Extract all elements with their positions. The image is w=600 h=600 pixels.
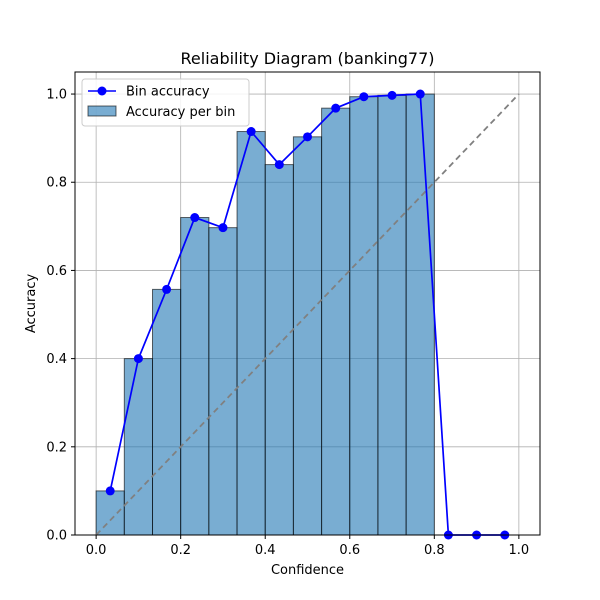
axes <box>74 71 541 536</box>
y-tick-label-5: 1.0 <box>46 88 67 103</box>
bar-3 <box>180 217 210 536</box>
bar-0 <box>95 490 125 536</box>
bin-accuracy-point-4 <box>218 223 228 233</box>
bin-accuracy-point-3 <box>190 213 200 223</box>
legend-bar-swatch <box>87 105 117 117</box>
x-tick-label-5: 1.0 <box>509 543 530 558</box>
bin-accuracy-point-2 <box>162 284 172 294</box>
bar-7 <box>292 136 323 536</box>
y-axis-label: Accuracy <box>24 274 39 334</box>
plot-frame <box>74 71 541 536</box>
bin-accuracy-point-7 <box>303 132 312 142</box>
x-tick-label-3: 0.6 <box>339 543 360 558</box>
x-tick-label-2: 0.4 <box>255 543 276 558</box>
bin-accuracy-point-11 <box>415 89 425 99</box>
y-tick-label-1: 0.2 <box>46 440 67 455</box>
legend-frame <box>81 78 250 127</box>
legend-marker-swatch <box>97 86 107 96</box>
y-tick-label-4: 0.8 <box>46 176 67 191</box>
bin-accuracy-point-1 <box>133 354 143 364</box>
legend: Bin accuracy Accuracy per bin <box>81 78 250 127</box>
bin-accuracy-point-0 <box>105 486 115 496</box>
y-tick-label-0: 0.0 <box>46 529 67 544</box>
bar-9 <box>349 96 379 536</box>
perfect-calibration-line <box>95 93 520 536</box>
chart-title: Reliability Diagram (banking77) <box>181 49 435 68</box>
reference-line <box>95 93 520 536</box>
bar-1 <box>123 358 154 536</box>
legend-label-accuracy-per-bin: Accuracy per bin <box>126 105 235 120</box>
bar-2 <box>152 288 182 536</box>
bar-11 <box>405 93 435 536</box>
y-tick-label-3: 0.6 <box>46 264 67 279</box>
ticks: 0.0 0.2 0.4 0.6 0.8 1.0 0.0 0.2 0.4 0.6 0.8 1.0 <box>46 88 529 558</box>
bar-8 <box>321 107 351 536</box>
x-tick-label-0: 0.0 <box>86 543 107 558</box>
bin-accuracy-point-10 <box>387 90 397 100</box>
bar-6 <box>264 164 294 536</box>
legend-label-bin-accuracy: Bin accuracy <box>126 85 210 100</box>
bars <box>95 93 435 536</box>
y-tick-label-2: 0.4 <box>46 352 67 367</box>
bin-accuracy-point-6 <box>274 160 284 170</box>
bin-accuracy-point-9 <box>359 92 369 102</box>
bin-accuracy-point-5 <box>246 127 256 137</box>
bin-accuracy-point-8 <box>331 103 341 113</box>
bar-4 <box>208 227 238 536</box>
bin-accuracy-line <box>105 89 510 540</box>
x-tick-label-4: 0.8 <box>424 543 445 558</box>
x-tick-label-1: 0.2 <box>170 543 191 558</box>
bar-10 <box>377 94 407 536</box>
bar-5 <box>236 131 266 536</box>
x-axis-label: Confidence <box>271 563 344 578</box>
